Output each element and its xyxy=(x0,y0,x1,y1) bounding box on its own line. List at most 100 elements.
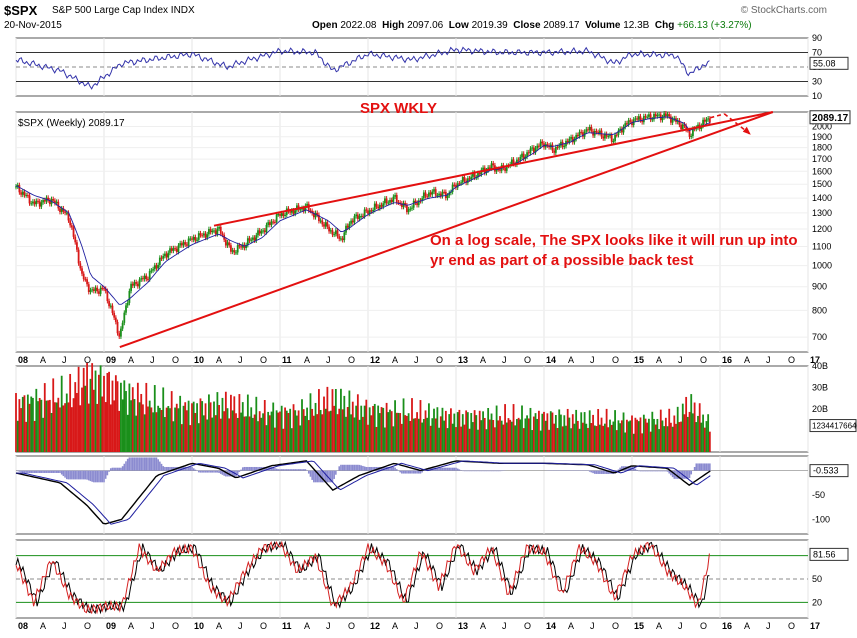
volume-bar xyxy=(424,410,427,452)
macd-histogram-bar xyxy=(277,469,280,471)
volume-bar xyxy=(659,409,662,452)
macd-histogram-bar xyxy=(35,470,38,473)
candle-body xyxy=(224,239,227,246)
projection-arrowhead xyxy=(742,126,751,135)
macd-histogram-bar xyxy=(111,467,114,471)
stockcharts-logo[interactable]: © StockCharts.com xyxy=(740,5,827,16)
macd-histogram-bar xyxy=(492,470,495,472)
volume-bar xyxy=(350,414,352,452)
candle-body xyxy=(671,118,674,123)
macd-histogram-bar xyxy=(497,470,500,472)
candle-body xyxy=(312,213,315,218)
macd-histogram-bar xyxy=(145,457,148,471)
bottom-x-tick-label: J xyxy=(766,621,771,631)
volume-bar xyxy=(162,387,165,452)
candle-body xyxy=(566,140,569,143)
macd-histogram-bar xyxy=(118,467,121,471)
volume-bar xyxy=(668,408,671,452)
volume-bar xyxy=(619,423,622,452)
macd-histogram-bar xyxy=(258,466,261,471)
volume-bar xyxy=(228,418,231,452)
macd-histogram-bar xyxy=(282,469,285,471)
volume-bar xyxy=(184,402,187,452)
bottom-x-tick-label: A xyxy=(216,621,222,631)
volume-bar xyxy=(260,417,263,452)
macd-histogram-bar xyxy=(301,469,303,471)
candle-body xyxy=(637,116,640,120)
volume-bar xyxy=(52,378,55,452)
volume-bar xyxy=(649,431,652,452)
price-x-tick-label: O xyxy=(172,355,179,365)
macd-histogram-bar xyxy=(345,464,347,471)
macd-histogram-bar xyxy=(164,466,166,471)
volume-bar xyxy=(683,414,686,452)
macd-histogram-bar xyxy=(627,466,630,471)
macd-histogram-bar xyxy=(109,468,112,471)
candle-body xyxy=(311,210,314,214)
candle-body xyxy=(519,156,522,161)
macd-histogram-bar xyxy=(93,470,95,483)
volume-bar xyxy=(42,417,44,452)
candle-body xyxy=(478,173,481,175)
candle-body xyxy=(270,221,273,225)
volume-bar xyxy=(568,417,571,452)
price-tick-label: 1700 xyxy=(812,154,832,164)
candle-body xyxy=(116,321,119,334)
candle-body xyxy=(152,269,154,271)
volume-bar xyxy=(338,408,341,452)
price-x-tick-label: J xyxy=(590,355,595,365)
volume-bar xyxy=(263,400,266,452)
candle-body xyxy=(490,163,493,169)
bottom-x-tick-label: J xyxy=(150,621,155,631)
volume-bar xyxy=(211,417,214,452)
panel-frame-price xyxy=(15,111,809,353)
volume-bar xyxy=(94,370,97,452)
macd-histogram-bar xyxy=(373,466,376,471)
candle-body xyxy=(272,221,275,223)
volume-bar xyxy=(351,401,354,452)
volume-bar xyxy=(70,407,73,452)
macd-histogram-bar xyxy=(363,466,366,471)
macd-histogram-bar xyxy=(495,470,498,472)
macd-histogram-bar xyxy=(619,467,621,471)
volume-bar xyxy=(186,410,188,452)
candle-body xyxy=(52,199,55,201)
macd-histogram-bar xyxy=(87,470,90,481)
price-tick-label: 1000 xyxy=(812,261,832,271)
volume-bar xyxy=(167,406,170,452)
candle-body xyxy=(304,205,307,212)
volume-bar xyxy=(510,421,513,452)
volume-bar xyxy=(267,411,270,452)
volume-bar xyxy=(378,413,381,452)
candle-body xyxy=(120,328,122,337)
volume-bar xyxy=(23,395,26,452)
candle-body xyxy=(365,209,368,211)
volume-bar xyxy=(287,412,290,452)
volume-bar xyxy=(620,420,623,452)
price-x-tick-label: A xyxy=(568,355,574,365)
macd-histogram-bar xyxy=(685,470,687,479)
candle-body xyxy=(666,114,669,117)
candle-body xyxy=(43,200,46,202)
macd-histogram-bar xyxy=(179,466,181,471)
macd-histogram-bar xyxy=(160,463,163,471)
candle-body xyxy=(629,120,632,122)
candle-body xyxy=(23,191,26,196)
candle-body xyxy=(37,200,39,202)
candle-body xyxy=(240,246,242,248)
volume-bar xyxy=(40,399,43,452)
volume-bar xyxy=(79,405,82,452)
volume-bar xyxy=(101,396,104,452)
candle-body xyxy=(204,233,207,238)
volume-bar xyxy=(448,414,451,452)
candle-body xyxy=(77,249,80,264)
bottom-x-tick-label: 16 xyxy=(722,621,732,631)
candle-body xyxy=(280,213,283,216)
stoch-slow-line xyxy=(15,540,710,615)
candle-body xyxy=(172,248,175,251)
volume-bar xyxy=(455,427,457,452)
volume-bar xyxy=(482,411,484,452)
volume-bar xyxy=(365,399,368,452)
volume-bar xyxy=(277,412,280,452)
candle-body xyxy=(306,203,308,206)
